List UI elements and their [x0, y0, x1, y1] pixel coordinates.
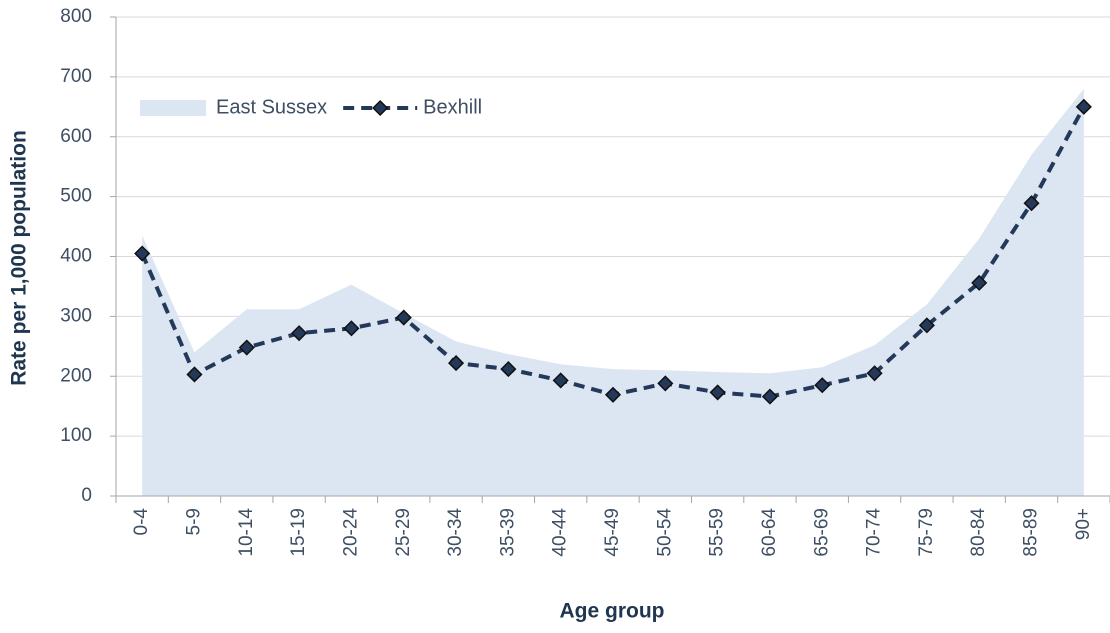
x-tick-label: 60-64 [759, 508, 780, 557]
marker [604, 386, 622, 403]
marker [709, 384, 726, 401]
x-tick-label: 75-79 [916, 508, 937, 557]
x-tick-label: 40-44 [550, 508, 571, 557]
marker [238, 339, 255, 356]
legend-swatch [140, 100, 206, 116]
marker [1075, 98, 1092, 115]
area [142, 88, 1084, 496]
x-tick-label: 80-84 [968, 508, 989, 557]
marker [447, 355, 465, 372]
x-tick-label: 65-69 [811, 508, 832, 557]
marker [134, 245, 151, 262]
y-tick-label: 800 [60, 6, 92, 27]
marker [814, 377, 831, 394]
x-tick-label: 30-34 [445, 508, 466, 557]
x-tick-label: 85-89 [1021, 508, 1042, 557]
marker [186, 366, 203, 383]
marker [866, 365, 883, 382]
marker [657, 375, 674, 392]
y-tick-label: 500 [60, 186, 92, 207]
marker [343, 320, 360, 337]
y-tick-label: 200 [60, 365, 92, 386]
x-axis-title: Age group [560, 600, 665, 623]
x-tick-label: 15-19 [288, 508, 309, 557]
marker [1023, 195, 1040, 212]
x-tick-label: 35-39 [497, 508, 518, 557]
marker [971, 274, 988, 291]
marker [395, 309, 412, 326]
y-tick-label: 100 [60, 425, 92, 446]
x-tick-label: 45-49 [602, 508, 623, 557]
x-tick-label: 70-74 [864, 508, 885, 557]
y-tick-label: 700 [60, 66, 92, 87]
marker [552, 372, 569, 389]
y-tick-label: 600 [60, 126, 92, 147]
marker [500, 361, 517, 378]
y-axis-title: Rate per 1,000 population [8, 130, 31, 386]
x-tick-label: 20-24 [340, 508, 361, 557]
x-tick-label: 25-29 [393, 508, 414, 557]
x-tick-label: 5-9 [183, 508, 204, 535]
x-tick-label: 55-59 [707, 508, 728, 557]
legend-marker [372, 99, 389, 117]
marker [918, 317, 935, 334]
y-tick-label: 400 [60, 246, 92, 267]
marker [291, 325, 308, 342]
y-tick-label: 0 [81, 485, 92, 506]
marker [761, 388, 779, 405]
x-tick-label: 50-54 [654, 508, 675, 557]
legend-label: East Sussex [216, 96, 327, 118]
x-tick-label: 0-4 [131, 508, 152, 536]
legend-label: Bexhill [423, 96, 482, 118]
x-tick-label: 10-14 [236, 508, 257, 557]
y-tick-label: 300 [60, 305, 92, 326]
x-tick-label: 90+ [1073, 508, 1094, 540]
